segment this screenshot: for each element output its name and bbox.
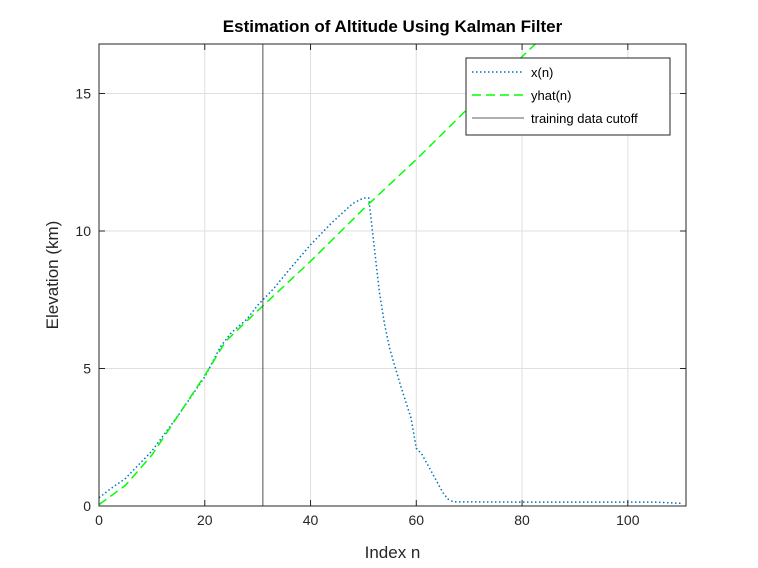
y-tick-label: 5 (83, 361, 91, 377)
x-tick-label: 100 (616, 512, 640, 528)
x-axis-label: Index n (365, 543, 421, 562)
plot-frame (98, 43, 687, 507)
x-tick-label: 40 (303, 512, 319, 528)
series-line-x-n (99, 197, 681, 505)
legend-entry-label: yhat(n) (531, 88, 571, 103)
y-axis-label: Elevation (km) (43, 221, 62, 330)
legend-entry-label: x(n) (531, 65, 553, 80)
x-tick-label: 80 (514, 512, 530, 528)
x-tick-label: 20 (197, 512, 213, 528)
y-tick-label: 15 (75, 86, 91, 102)
legend-entry-label: training data cutoff (531, 111, 638, 126)
y-tick-label: 0 (83, 498, 91, 514)
series-layer (99, 44, 681, 506)
series-line-yhat-n (99, 44, 536, 506)
x-tick-label: 0 (95, 512, 103, 528)
ticks: 0 20 40 60 80 100 0 5 10 15 (75, 44, 686, 528)
y-tick-label: 10 (75, 223, 91, 239)
legend-box (465, 57, 671, 136)
chart-title: Estimation of Altitude Using Kalman Filt… (223, 17, 563, 36)
legend: x(n) yhat(n) training data cutoff (465, 57, 671, 136)
x-tick-label: 60 (409, 512, 425, 528)
